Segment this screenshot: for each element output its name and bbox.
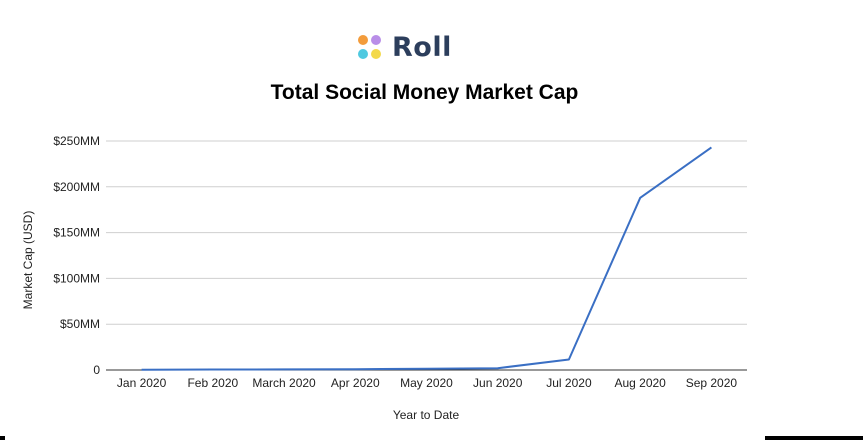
x-tick-label: Jul 2020 (546, 376, 592, 390)
x-tick-label: Sep 2020 (686, 376, 738, 390)
x-tick-label: May 2020 (400, 376, 453, 390)
bottom-left-bar (0, 436, 5, 440)
logo-dot-yellow (371, 49, 381, 59)
x-tick-label: Jun 2020 (473, 376, 523, 390)
data-points (141, 147, 712, 370)
y-tick-label: 0 (93, 363, 100, 377)
y-axis-label: Market Cap (USD) (21, 211, 35, 310)
x-axis-ticks: Jan 2020 Feb 2020 March 2020 Apr 2020 May 20… (117, 376, 737, 390)
x-tick-label: March 2020 (252, 376, 316, 390)
roll-logo-dots-icon (358, 35, 383, 61)
chart-title: Total Social Money Market Cap (270, 81, 579, 104)
logo-dot-purple (371, 35, 381, 45)
x-tick-label: Apr 2020 (331, 376, 380, 390)
logo-dot-orange (358, 35, 368, 45)
y-axis-ticks: 0 $50MM $100MM $150MM $200MM $250MM (53, 134, 100, 377)
series-line (141, 146, 712, 371)
logo-dot-cyan (358, 49, 368, 59)
y-tick-label: $150MM (53, 226, 100, 240)
bottom-right-bar (765, 436, 863, 440)
y-tick-label: $50MM (60, 317, 100, 331)
logo-wordmark: Roll (392, 32, 452, 63)
x-axis-label: Year to Date (393, 408, 460, 422)
x-tick-label: Jan 2020 (117, 376, 167, 390)
roll-logo: Roll (358, 31, 452, 65)
y-tick-label: $200MM (53, 180, 100, 194)
y-tick-label: $100MM (53, 271, 100, 285)
x-tick-label: Feb 2020 (187, 376, 238, 390)
y-tick-label: $250MM (53, 134, 100, 148)
gridlines (106, 140, 747, 325)
x-tick-label: Aug 2020 (614, 376, 666, 390)
